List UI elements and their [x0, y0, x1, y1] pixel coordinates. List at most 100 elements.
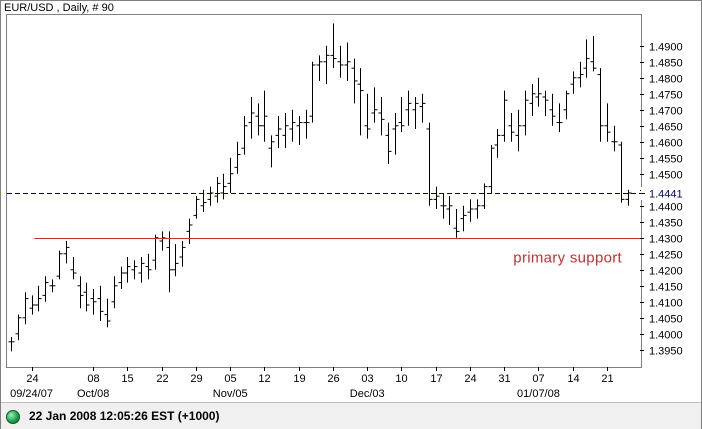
ohlc-bar[interactable]: [104, 298, 111, 328]
x-tick-label: 26: [327, 373, 339, 385]
ohlc-bar[interactable]: [337, 45, 344, 78]
ohlc-bar[interactable]: [371, 87, 378, 123]
ohlc-bar[interactable]: [392, 112, 399, 155]
ohlc-bar[interactable]: [193, 196, 200, 219]
ohlc-bar[interactable]: [261, 90, 268, 142]
ohlc-bar[interactable]: [570, 71, 577, 94]
ohlc-bar[interactable]: [111, 276, 118, 309]
ohlc-bar[interactable]: [8, 336, 15, 352]
ohlc-bar[interactable]: [296, 116, 303, 145]
x-tick-label: 17: [430, 373, 442, 385]
ohlc-bar[interactable]: [542, 90, 549, 117]
ohlc-bar[interactable]: [364, 93, 371, 139]
ohlc-bar[interactable]: [604, 103, 611, 142]
ohlc-bar[interactable]: [172, 244, 179, 277]
ohlc-bar[interactable]: [508, 112, 515, 142]
ohlc-bar[interactable]: [385, 122, 392, 165]
ohlc-bar[interactable]: [234, 141, 241, 174]
y-tick-label: 1.4700: [649, 106, 683, 118]
ohlc-bar[interactable]: [179, 240, 186, 267]
ohlc-bar[interactable]: [220, 173, 227, 200]
ohlc-bar[interactable]: [90, 288, 97, 315]
ohlc-bar[interactable]: [351, 58, 358, 104]
ohlc-bar[interactable]: [159, 231, 166, 251]
price-chart[interactable]: primary support 1.3950 1.4000 1.4050 1.4100…: [1, 1, 701, 401]
ohlc-bar[interactable]: [419, 93, 426, 123]
ohlc-bar[interactable]: [611, 125, 618, 152]
ohlc-bar[interactable]: [597, 68, 604, 142]
ohlc-bar[interactable]: [42, 276, 49, 302]
ohlc-bar[interactable]: [535, 77, 542, 107]
ohlc-bar[interactable]: [323, 45, 330, 85]
ohlc-bar[interactable]: [440, 192, 447, 219]
ohlc-bar[interactable]: [70, 256, 77, 280]
ohlc-bar[interactable]: [63, 240, 70, 264]
ohlc-bar[interactable]: [118, 266, 125, 289]
ohlc-bar[interactable]: [474, 199, 481, 219]
ohlc-bar[interactable]: [49, 279, 56, 293]
ohlc-bar[interactable]: [488, 144, 495, 193]
ohlc-bar[interactable]: [398, 96, 405, 133]
ohlc-bar[interactable]: [344, 42, 351, 81]
ohlc-bar[interactable]: [35, 285, 42, 312]
ohlc-bar[interactable]: [563, 90, 570, 120]
ohlc-bar[interactable]: [529, 84, 536, 117]
ohlc-bar[interactable]: [152, 234, 159, 270]
ohlc-bar[interactable]: [83, 282, 90, 312]
ohlc-bar[interactable]: [405, 90, 412, 126]
ohlc-bar[interactable]: [556, 103, 563, 133]
ohlc-bar[interactable]: [453, 208, 460, 238]
ohlc-bar[interactable]: [590, 36, 597, 72]
ohlc-bar[interactable]: [481, 183, 488, 209]
ohlc-bar[interactable]: [309, 61, 316, 123]
ohlc-bar[interactable]: [618, 141, 625, 203]
y-tick-label: 1.4250: [649, 250, 683, 262]
ohlc-bar[interactable]: [426, 122, 433, 206]
ohlc-bar[interactable]: [522, 90, 529, 136]
ohlc-bar[interactable]: [138, 256, 145, 283]
ohlc-bar[interactable]: [357, 68, 364, 136]
ohlc-bar[interactable]: [583, 39, 590, 78]
ohlc-bar[interactable]: [549, 93, 556, 126]
ohlc-bar[interactable]: [15, 314, 22, 341]
ohlc-bar[interactable]: [433, 186, 440, 209]
ohlc-bar[interactable]: [255, 103, 262, 136]
ohlc-bar[interactable]: [289, 109, 296, 142]
ohlc-bar[interactable]: [241, 116, 248, 155]
current-price-box: [641, 187, 685, 200]
ohlc-bar[interactable]: [501, 90, 508, 142]
ohlc-bar[interactable]: [330, 23, 337, 69]
ohlc-bar[interactable]: [97, 285, 104, 321]
ohlc-bar[interactable]: [378, 96, 385, 136]
ohlc-bar[interactable]: [303, 109, 310, 139]
ohlc-bar[interactable]: [316, 55, 323, 81]
ohlc-bar[interactable]: [460, 205, 467, 232]
ohlc-bar[interactable]: [268, 135, 275, 168]
ohlc-bar[interactable]: [282, 112, 289, 149]
ohlc-bar[interactable]: [207, 186, 214, 206]
ohlc-bar[interactable]: [22, 292, 29, 325]
ohlc-bar[interactable]: [145, 253, 152, 280]
x-tick-label: 08: [87, 373, 99, 385]
ohlc-bar[interactable]: [186, 218, 193, 245]
ohlc-bar[interactable]: [494, 128, 501, 158]
ohlc-bar[interactable]: [412, 96, 419, 129]
ohlc-bar[interactable]: [275, 116, 282, 149]
ohlc-bar[interactable]: [124, 256, 131, 283]
ohlc-bar[interactable]: [77, 276, 84, 309]
ohlc-bar[interactable]: [446, 196, 453, 225]
ohlc-bar[interactable]: [227, 157, 234, 193]
x-tick-label: 03: [361, 373, 373, 385]
ohlc-bar[interactable]: [56, 250, 63, 280]
y-tick-label: 1.4150: [649, 282, 683, 294]
ohlc-bar[interactable]: [166, 231, 173, 293]
ohlc-bar[interactable]: [131, 260, 138, 280]
ohlc-bar[interactable]: [29, 295, 36, 315]
x-tick-label: 14: [567, 373, 579, 385]
ohlc-bar[interactable]: [248, 96, 255, 139]
ohlc-bar[interactable]: [625, 189, 632, 206]
ohlc-bar[interactable]: [515, 109, 522, 152]
ohlc-bar[interactable]: [467, 199, 474, 222]
ohlc-bar[interactable]: [577, 61, 584, 88]
ohlc-bar[interactable]: [214, 176, 221, 203]
